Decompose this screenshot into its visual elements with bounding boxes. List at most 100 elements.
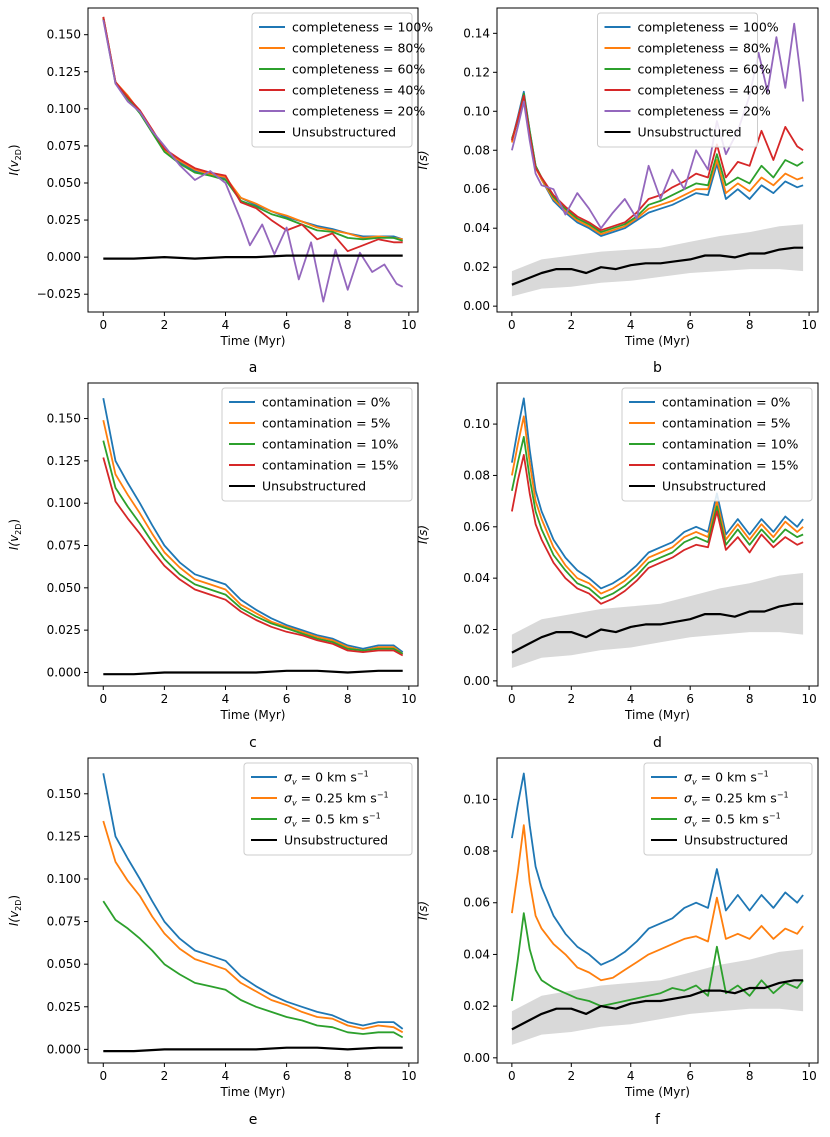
- plot-area: [102, 16, 404, 303]
- y-tick-label: 0.150: [47, 412, 81, 426]
- x-tick-label: 0: [99, 692, 107, 706]
- series-line: [102, 900, 404, 1039]
- plot-area: [102, 773, 404, 1053]
- x-tick-label: 2: [567, 318, 575, 332]
- y-tick-label: 0.075: [47, 139, 81, 153]
- y-tick-label: 0.12: [463, 65, 490, 79]
- x-tick-label: 8: [344, 692, 352, 706]
- axes-frame: [496, 757, 819, 1064]
- x-tick-label: 6: [686, 692, 694, 706]
- x-tick-label: 10: [401, 692, 416, 706]
- legend-label: completeness = 60%: [638, 62, 771, 77]
- x-tick-label: 2: [161, 692, 169, 706]
- x-axis-label: Time (Myr): [220, 708, 286, 722]
- legend: σv = 0 km s−1 σv = 0.25 km s−1 σv = 0.5 km…: [243, 762, 413, 856]
- panel-label: b: [653, 360, 662, 376]
- legend-label: contamination = 0%: [262, 395, 391, 410]
- panel-label: c: [249, 735, 257, 751]
- legend-box: [621, 387, 813, 502]
- legend-label: completeness = 40%: [638, 83, 771, 98]
- legend-label: σv = 0.5 km s−1: [284, 812, 381, 829]
- series-line: [511, 246, 804, 286]
- legend-label: contamination = 10%: [662, 437, 799, 452]
- x-tick-label: 10: [401, 1069, 416, 1083]
- x-tick-label: 0: [99, 318, 107, 332]
- x-axis-label: Time (Myr): [624, 1085, 690, 1099]
- series-line: [103, 669, 403, 676]
- x-tick-label: 0: [508, 1069, 516, 1083]
- chart-panel-d: 0 2 4 6 8 10 0.10 0.08 0.06 0.04 0.02 0.00 Time (Myr…: [416, 382, 819, 751]
- legend-label: completeness = 60%: [292, 62, 425, 77]
- y-tick-label: 0.08: [463, 844, 490, 858]
- axes-frame: [496, 382, 819, 687]
- series-line: [511, 415, 804, 595]
- x-tick-label: 0: [508, 692, 516, 706]
- legend: contamination = 0% contamination = 5% cont…: [221, 387, 413, 502]
- y-tick-label: 0.04: [463, 221, 490, 235]
- series-line: [511, 453, 804, 605]
- chart-panel-e: 0 2 4 6 8 10 0.150 0.125 0.100 0.075 0.050 0.025 0.0…: [7, 757, 419, 1128]
- x-tick-label: 8: [344, 318, 352, 332]
- x-tick-label: 6: [283, 318, 291, 332]
- y-tick-label: 0.10: [463, 417, 490, 431]
- legend-box: [597, 12, 758, 148]
- y-tick-label: 0.00: [463, 299, 490, 313]
- axes-frame: [87, 757, 419, 1064]
- legend-label: contamination = 15%: [262, 458, 399, 473]
- chart-panel-a: 0 2 4 6 8 10 0.150 0.125 0.100 0.075 0.050 0.025 0.0…: [7, 7, 433, 376]
- legend-label: contamination = 5%: [662, 416, 791, 431]
- x-axis-label: Time (Myr): [220, 1085, 286, 1099]
- y-axis-label: I(s): [416, 525, 430, 544]
- legend-label: completeness = 40%: [292, 83, 425, 98]
- x-tick-label: 2: [161, 1069, 169, 1083]
- axes-frame: [496, 7, 819, 313]
- series-line: [511, 22, 804, 230]
- legend-box: [643, 762, 813, 856]
- legend-label: Unsubstructured: [292, 125, 396, 140]
- y-tick-label: 0.025: [47, 213, 81, 227]
- x-tick-label: 6: [283, 1069, 291, 1083]
- x-tick-label: 2: [161, 318, 169, 332]
- legend-label: Unsubstructured: [684, 833, 788, 848]
- y-tick-label: 0.08: [463, 468, 490, 482]
- uncertainty-band: [511, 573, 804, 668]
- series-line: [103, 254, 403, 260]
- y-axis-label: I(s): [416, 150, 430, 169]
- panel-label: d: [653, 735, 662, 751]
- chart-panel-c: 0 2 4 6 8 10 0.150 0.125 0.100 0.075 0.050 0.025 0.0…: [7, 382, 419, 751]
- y-tick-label: 0.00: [463, 674, 490, 688]
- series-line: [511, 912, 804, 1007]
- y-axis-label: I(v2D): [7, 519, 23, 550]
- x-tick-label: 4: [222, 692, 230, 706]
- plot-area: [511, 397, 804, 668]
- chart-panel-b: 0 2 4 6 8 10 0.14 0.12 0.10 0.08 0.06 0.04 0.02 0.00 T…: [416, 7, 819, 376]
- y-tick-label: 0.075: [47, 915, 81, 929]
- x-tick-label: 4: [627, 692, 635, 706]
- uncertainty-band: [511, 949, 804, 1045]
- series-line: [102, 440, 404, 655]
- y-tick-label: 0.02: [463, 260, 490, 274]
- legend-label: σv = 0 km s−1: [284, 770, 369, 787]
- y-tick-label: 0.08: [463, 143, 490, 157]
- x-tick-label: 8: [746, 1069, 754, 1083]
- y-tick-label: 0.04: [463, 571, 490, 585]
- y-tick-label: 0.000: [47, 665, 81, 679]
- legend-label: σv = 0.5 km s−1: [684, 812, 781, 829]
- axes-frame: [87, 382, 419, 687]
- series-line: [511, 979, 804, 1031]
- x-axis-label: Time (Myr): [220, 334, 286, 348]
- legend: contamination = 0% contamination = 5% cont…: [621, 387, 813, 502]
- y-tick-label: 0.100: [47, 872, 81, 886]
- y-tick-label: 0.06: [463, 520, 490, 534]
- x-tick-label: 0: [99, 1069, 107, 1083]
- y-tick-label: 0.10: [463, 792, 490, 806]
- legend-label: contamination = 10%: [262, 437, 399, 452]
- y-tick-label: 0.02: [463, 999, 490, 1013]
- y-tick-label: 0.00: [463, 1051, 490, 1065]
- legend-label: completeness = 20%: [292, 104, 425, 119]
- y-tick-label: 0.02: [463, 623, 490, 637]
- series-line: [102, 19, 404, 303]
- y-tick-label: 0.025: [47, 1000, 81, 1014]
